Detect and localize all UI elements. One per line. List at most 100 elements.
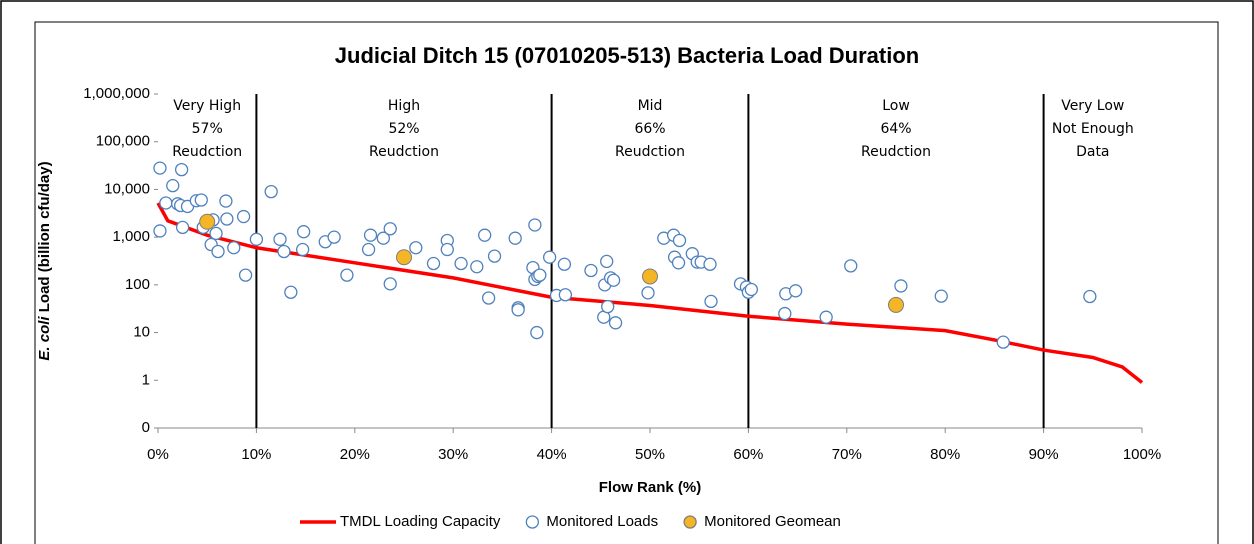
load-point bbox=[296, 225, 311, 239]
load-point bbox=[894, 279, 908, 293]
zone-label: Very High bbox=[173, 98, 241, 114]
legend-label: TMDL Loading Capacity bbox=[340, 513, 501, 530]
zone-label: 64% bbox=[880, 121, 911, 137]
x-tick-label: 20% bbox=[340, 446, 370, 463]
load-point bbox=[174, 162, 189, 177]
load-point bbox=[209, 226, 223, 241]
x-tick-label: 40% bbox=[537, 446, 567, 463]
load-point bbox=[528, 218, 542, 232]
y-tick-label: 100,000 bbox=[96, 133, 150, 150]
load-point bbox=[166, 179, 180, 193]
load-point bbox=[219, 194, 233, 208]
y-axis-title-italic: E. coli bbox=[36, 316, 53, 361]
zone-label: Not Enough bbox=[1052, 121, 1134, 137]
y-tick-label: 10 bbox=[133, 324, 150, 341]
load-point bbox=[220, 212, 234, 226]
load-point bbox=[363, 228, 378, 242]
load-point bbox=[671, 256, 686, 270]
load-point bbox=[487, 249, 502, 263]
legend-label: Monitored Loads bbox=[546, 513, 658, 530]
load-point bbox=[934, 289, 948, 303]
geomean-point bbox=[642, 268, 658, 285]
chart-frame bbox=[34, 21, 1219, 544]
geomean-point bbox=[199, 213, 216, 230]
load-point bbox=[227, 241, 241, 255]
y-tick-label: 1 bbox=[142, 371, 150, 388]
zone-label: Reudction bbox=[861, 144, 931, 160]
load-point bbox=[844, 259, 858, 273]
load-point bbox=[530, 325, 544, 340]
legend-swatch bbox=[525, 515, 540, 529]
load-point bbox=[508, 231, 522, 245]
x-axis-title: Flow Rank (%) bbox=[599, 479, 702, 496]
load-point bbox=[409, 241, 423, 255]
load-point bbox=[211, 244, 225, 259]
load-point bbox=[238, 268, 253, 282]
load-point bbox=[641, 286, 655, 300]
load-point bbox=[584, 263, 598, 278]
legend-label: Monitored Geomean bbox=[704, 513, 841, 530]
load-point bbox=[236, 209, 251, 224]
load-point bbox=[600, 254, 614, 269]
load-point bbox=[361, 242, 376, 257]
load-point bbox=[295, 242, 310, 257]
load-point bbox=[557, 257, 572, 271]
load-point bbox=[601, 299, 615, 314]
load-point bbox=[264, 184, 278, 199]
load-point bbox=[996, 335, 1010, 349]
chart-title: Judicial Ditch 15 (07010205-513) Bacteri… bbox=[335, 43, 919, 68]
load-point bbox=[542, 250, 557, 264]
load-point bbox=[159, 196, 173, 210]
zone-label: Very Low bbox=[1061, 98, 1124, 114]
load-point bbox=[744, 282, 759, 297]
load-point bbox=[153, 161, 167, 175]
x-tick-label: 60% bbox=[733, 446, 763, 463]
y-tick-label: 1,000 bbox=[112, 228, 150, 245]
load-point bbox=[533, 268, 547, 282]
load-point bbox=[340, 268, 354, 282]
y-axis-title: E. coli Load (billion cfu/day) bbox=[36, 161, 53, 360]
load-point bbox=[778, 306, 792, 321]
load-point bbox=[277, 244, 291, 259]
load-point bbox=[703, 257, 717, 271]
geomean-point bbox=[888, 296, 904, 313]
x-tick-label: 70% bbox=[832, 446, 862, 463]
load-point bbox=[284, 285, 298, 299]
geomean-point bbox=[396, 249, 412, 266]
y-tick-label: 100 bbox=[125, 276, 150, 293]
load-point bbox=[819, 310, 833, 324]
load-point bbox=[175, 220, 190, 235]
zone-label: Reudction bbox=[172, 144, 242, 160]
load-point bbox=[194, 193, 208, 207]
zone-label: Reudction bbox=[615, 144, 685, 160]
load-point bbox=[481, 291, 496, 305]
x-tick-label: 10% bbox=[241, 446, 271, 463]
load-point bbox=[470, 260, 484, 274]
load-point bbox=[383, 277, 397, 291]
x-tick-label: 50% bbox=[635, 446, 665, 463]
zone-label: 52% bbox=[388, 121, 419, 137]
zone-label: Low bbox=[882, 98, 910, 114]
load-point bbox=[608, 316, 623, 330]
x-tick-label: 30% bbox=[438, 446, 468, 463]
load-point bbox=[606, 273, 621, 287]
x-tick-label: 80% bbox=[930, 446, 960, 463]
legend-swatch bbox=[683, 515, 697, 529]
load-point bbox=[327, 230, 341, 244]
load-point bbox=[511, 303, 525, 317]
zone-label: Data bbox=[1076, 144, 1109, 160]
zone-label: 66% bbox=[634, 121, 665, 137]
zone-label: High bbox=[388, 98, 420, 114]
load-point bbox=[558, 288, 573, 302]
y-tick-label: 10,000 bbox=[104, 180, 150, 197]
load-point bbox=[1083, 289, 1097, 304]
x-tick-label: 100% bbox=[1123, 446, 1161, 463]
load-point bbox=[273, 232, 287, 246]
load-point bbox=[704, 294, 718, 309]
load-point bbox=[383, 222, 397, 236]
y-tick-label: 1,000,000 bbox=[83, 85, 150, 102]
zone-label: Mid bbox=[638, 98, 663, 114]
load-point bbox=[478, 228, 492, 242]
